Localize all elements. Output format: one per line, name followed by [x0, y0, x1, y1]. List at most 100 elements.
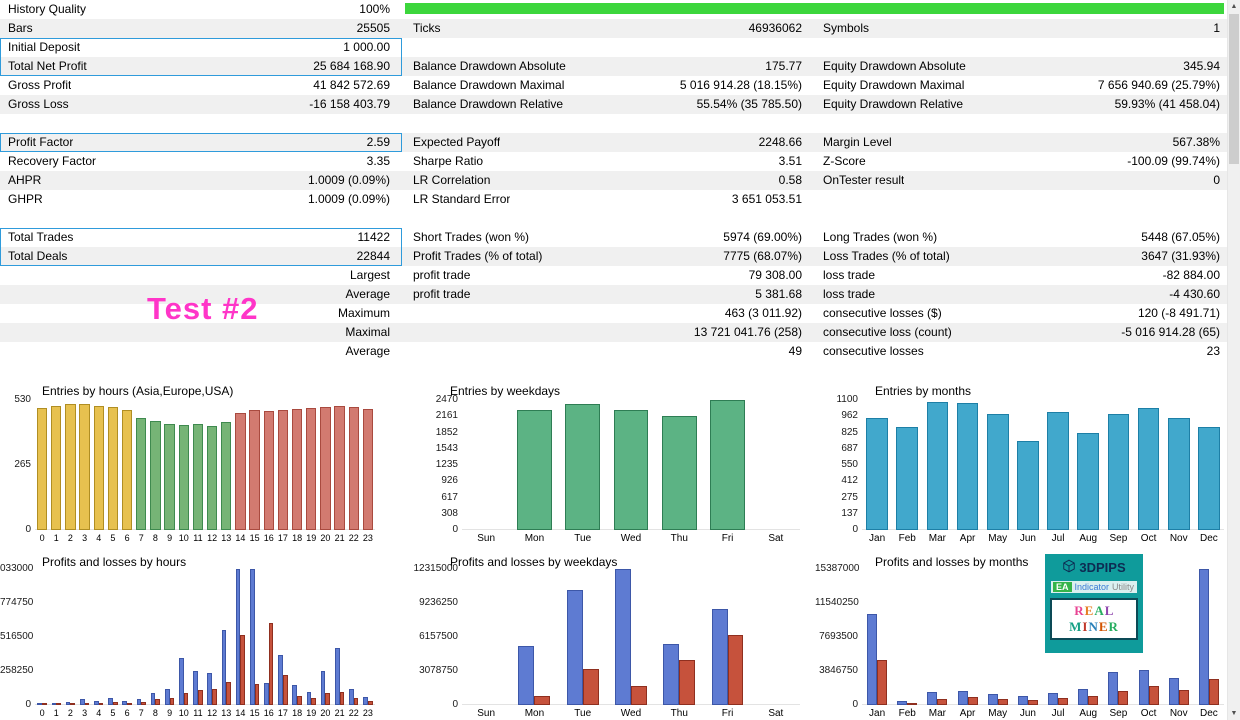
stat-cell: [815, 209, 1227, 228]
stat-label: Bars: [8, 19, 33, 38]
bar: [278, 410, 288, 530]
x-tick-label: 8: [148, 708, 162, 718]
scroll-down-icon[interactable]: ▼: [1228, 707, 1240, 720]
stat-cell: Gross Profit41 842 572.69: [0, 76, 402, 95]
stat-label: consecutive loss (count): [823, 323, 952, 342]
bar: [320, 407, 330, 530]
x-tick-label: 5: [106, 533, 120, 543]
chart-plot: [462, 569, 800, 705]
chart-entries-by-weekdays: Entries by weekdays247021611852154312359…: [405, 380, 813, 549]
stat-cell: consecutive loss (count)-5 016 914.28 (6…: [815, 323, 1227, 342]
stats-row: Initial Deposit1 000.00: [0, 38, 1227, 57]
stat-label: Profit Trades (% of total): [413, 247, 542, 266]
stat-label: LR Standard Error: [413, 190, 510, 209]
loss-bar: [297, 696, 302, 705]
loss-bar: [877, 660, 887, 705]
stat-label: Equity Drawdown Relative: [823, 95, 963, 114]
stat-cell: [815, 190, 1227, 209]
stat-cell: [0, 114, 402, 133]
bar: [1138, 408, 1160, 530]
stat-cell: Profit Factor2.59: [0, 133, 402, 152]
stat-label: Balance Drawdown Maximal: [413, 76, 564, 95]
bar: [306, 408, 316, 530]
stat-label: Profit Factor: [8, 133, 73, 152]
scrollbar-thumb[interactable]: [1229, 14, 1239, 164]
bar: [221, 422, 231, 530]
y-tick-label: 687: [815, 443, 858, 454]
stat-cell: profit trade5 381.68: [405, 285, 810, 304]
stat-label: Equity Drawdown Absolute: [823, 57, 966, 76]
x-tick-label: Aug: [1073, 533, 1103, 544]
x-tick-label: 21: [333, 708, 347, 718]
x-tick-label: 0: [35, 533, 49, 543]
x-tick-label: Sun: [462, 533, 510, 544]
stat-cell: Loss Trades (% of total)3647 (31.93%): [815, 247, 1227, 266]
stat-cell: profit trade79 308.00: [405, 266, 810, 285]
stats-row: GHPR1.0009 (0.09%)LR Standard Error3 651…: [0, 190, 1227, 209]
x-tick-label: 14: [233, 708, 247, 718]
loss-bar: [968, 697, 978, 705]
x-tick-label: 5: [106, 708, 120, 718]
x-tick-label: 7: [134, 708, 148, 718]
profit-bar: [1018, 696, 1028, 705]
x-tick-label: 2: [63, 708, 77, 718]
x-tick-label: 3: [78, 533, 92, 543]
logo-ea-badge: EA: [1053, 582, 1072, 592]
vertical-scrollbar[interactable]: ▲ ▼: [1227, 0, 1240, 720]
stat-label: profit trade: [413, 266, 470, 285]
logo-word-utility: Utility: [1112, 582, 1134, 592]
y-tick-label: 1235: [405, 459, 458, 470]
stat-label: consecutive losses ($): [823, 304, 942, 323]
stat-cell: consecutive losses23: [815, 342, 1227, 361]
x-tick-label: Apr: [953, 533, 983, 544]
stat-value: Largest: [350, 266, 390, 285]
chart-pnl-by-hours: Profits and losses by hours0330007747505…: [0, 551, 402, 720]
stat-cell: loss trade-82 884.00: [815, 266, 1227, 285]
y-tick-label: 137: [815, 508, 858, 519]
x-tick-label: Fri: [703, 708, 751, 719]
x-tick-label: 0: [35, 708, 49, 718]
stat-label: Short Trades (won %): [413, 228, 529, 247]
x-tick-label: 10: [177, 708, 191, 718]
x-tick-label: Feb: [892, 708, 922, 719]
stats-row: Gross Loss-16 158 403.79Balance Drawdown…: [0, 95, 1227, 114]
bar: [122, 410, 132, 530]
x-tick-label: Sat: [752, 708, 800, 719]
stat-value: 7775 (68.07%): [723, 247, 802, 266]
profit-bar: [712, 609, 728, 705]
x-tick-label: 23: [361, 533, 375, 543]
y-tick-label: 6157500: [405, 631, 458, 642]
stat-label: Expected Payoff: [413, 133, 500, 152]
stats-row: [0, 209, 1227, 228]
loss-bar: [679, 660, 695, 705]
stat-value: 175.77: [765, 57, 802, 76]
stat-cell: Balance Drawdown Absolute175.77: [405, 57, 810, 76]
loss-bar: [1209, 679, 1219, 705]
stat-label: History Quality: [8, 0, 86, 19]
stats-row: Total Trades11422Short Trades (won %)597…: [0, 228, 1227, 247]
x-tick-label: 12: [205, 533, 219, 543]
x-tick-label: 4: [92, 708, 106, 718]
x-tick-label: Sep: [1103, 708, 1133, 719]
stat-label: Equity Drawdown Maximal: [823, 76, 964, 95]
stat-label: Z-Score: [823, 152, 866, 171]
x-tick-label: Apr: [953, 708, 983, 719]
x-tick-label: Oct: [1134, 708, 1164, 719]
y-tick-label: 033000: [0, 563, 31, 574]
chart-title: Entries by hours (Asia,Europe,USA): [42, 384, 233, 398]
bar: [249, 410, 259, 530]
x-tick-label: 10: [177, 533, 191, 543]
stat-cell: [0, 209, 402, 228]
scroll-up-icon[interactable]: ▲: [1228, 0, 1240, 13]
x-tick-label: 15: [248, 708, 262, 718]
stat-value: 25505: [357, 19, 390, 38]
bar: [94, 406, 104, 530]
stats-row: Recovery Factor3.35Sharpe Ratio3.51Z-Sco…: [0, 152, 1227, 171]
bar: [334, 406, 344, 530]
stat-value: Average: [346, 342, 390, 361]
bar: [1198, 427, 1220, 530]
stat-value: 1 000.00: [343, 38, 390, 57]
stat-cell: Expected Payoff2248.66: [405, 133, 810, 152]
stat-label: AHPR: [8, 171, 41, 190]
x-tick-label: Tue: [559, 533, 607, 544]
